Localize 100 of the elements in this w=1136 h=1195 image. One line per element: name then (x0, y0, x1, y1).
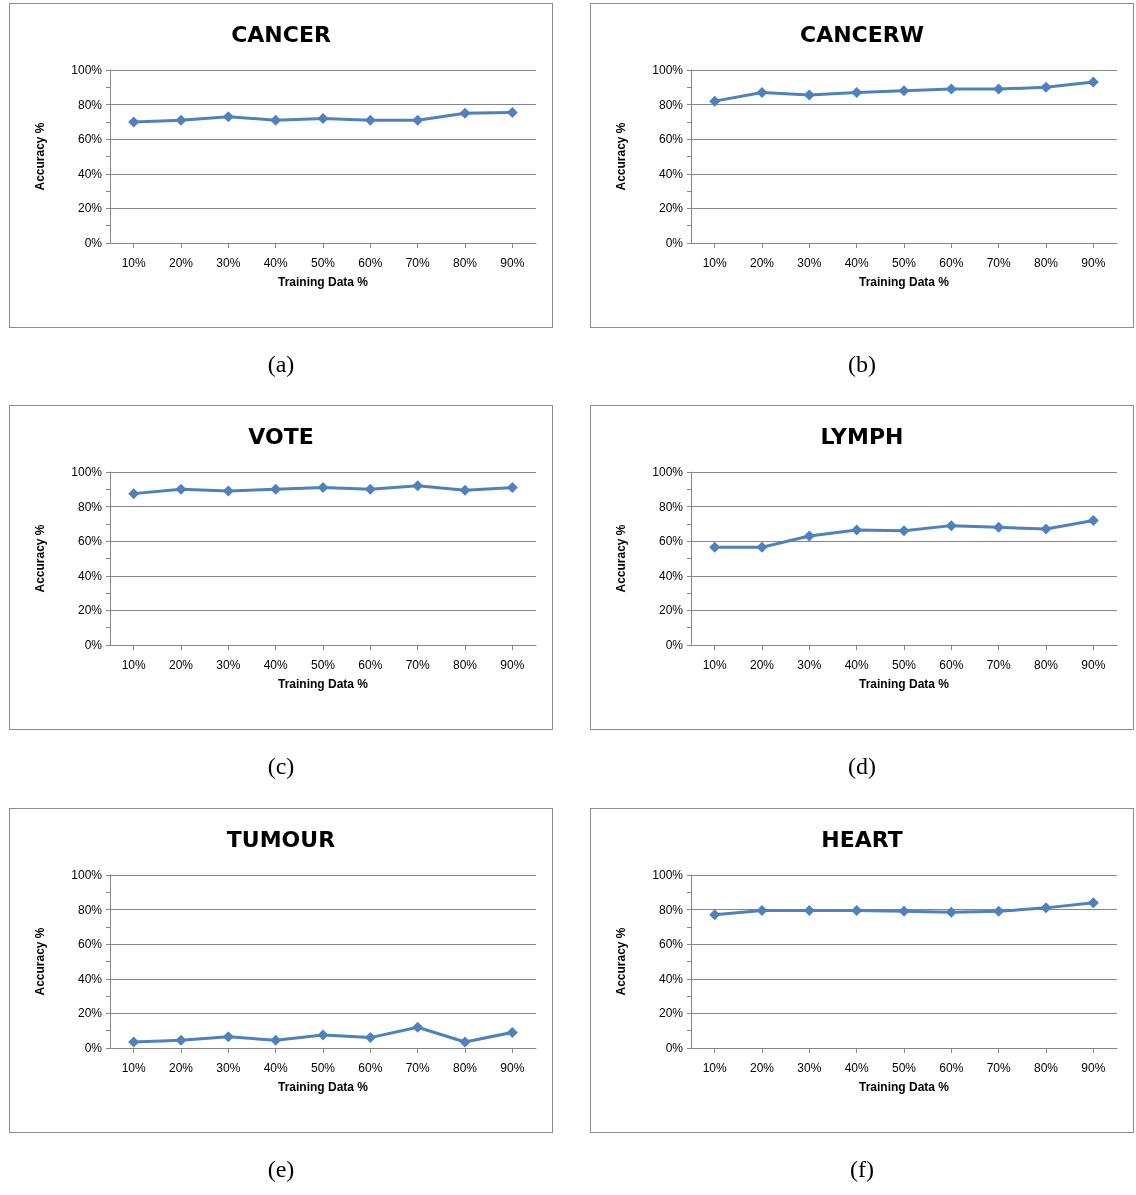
y-tick-label: 80% (77, 499, 103, 514)
point (851, 86, 863, 98)
y-tick-label: 0% (84, 1041, 103, 1055)
x-tick-label: 10% (121, 658, 146, 672)
x-tick-label: 90% (500, 1061, 525, 1075)
point (412, 480, 424, 492)
x-tick-label: 20% (749, 256, 775, 270)
y-tick-label: 0% (84, 236, 103, 250)
y-tick-label: 40% (658, 568, 684, 583)
x-tick-label: 70% (405, 1061, 430, 1075)
x-tick-label: 20% (168, 1061, 194, 1075)
y-tick-label: 60% (658, 132, 684, 147)
point (412, 114, 424, 126)
x-tick-label: 30% (797, 256, 822, 270)
x-tick-label: 60% (358, 1061, 383, 1075)
point (364, 1032, 376, 1044)
y-tick-label: 60% (77, 937, 103, 952)
point (128, 488, 140, 500)
point (506, 1026, 518, 1038)
y-tick-label: 0% (665, 1041, 684, 1055)
y-tick-label: 100% (71, 63, 103, 77)
x-tick-label: 50% (310, 658, 336, 672)
x-tick-label: 50% (891, 658, 917, 672)
y-tick-label: 60% (658, 937, 684, 952)
point (898, 525, 910, 537)
chart-title: LYMPH (820, 423, 904, 449)
x-tick-label: 20% (749, 658, 775, 672)
x-tick-label: 50% (891, 256, 917, 270)
x-tick-label: 70% (405, 256, 430, 270)
x-axis-title: Training Data % (277, 1080, 369, 1094)
x-tick-label: 70% (986, 658, 1011, 672)
y-tick-label: 80% (77, 97, 103, 112)
x-tick-label: 60% (939, 1061, 964, 1075)
y-tick-label: 20% (658, 603, 684, 618)
y-tick-label: 0% (84, 638, 103, 652)
point (270, 114, 282, 126)
point (945, 520, 957, 532)
x-tick-label: 80% (452, 1061, 478, 1075)
point (317, 482, 329, 494)
x-tick-label: 30% (797, 1061, 822, 1075)
point (317, 1029, 329, 1041)
x-tick-label: 70% (986, 1061, 1011, 1075)
point (506, 482, 518, 494)
point (709, 95, 721, 107)
y-tick-label: 100% (652, 63, 684, 77)
y-tick-label: 20% (658, 201, 684, 216)
x-tick-label: 90% (1081, 1061, 1106, 1075)
y-tick-label: 20% (77, 1006, 103, 1021)
point (270, 1034, 282, 1046)
x-tick-label: 50% (310, 1061, 336, 1075)
x-tick-label: 10% (121, 256, 146, 270)
y-tick-label: 80% (658, 97, 684, 112)
x-tick-label: 70% (986, 256, 1011, 270)
text: (b) (847, 351, 877, 378)
x-tick-label: 40% (263, 658, 288, 672)
x-tick-label: 60% (939, 256, 964, 270)
y-tick-label: 0% (665, 236, 684, 250)
x-axis-title: Training Data % (858, 275, 950, 289)
y-tick-label: 80% (77, 902, 103, 917)
y-axis-title: Accuracy % (614, 122, 628, 191)
y-tick-label: 100% (71, 465, 103, 479)
point (803, 530, 815, 542)
point (459, 107, 471, 119)
y-tick-label: 20% (658, 1006, 684, 1021)
x-tick-label: 20% (168, 658, 194, 672)
x-tick-label: 40% (844, 658, 869, 672)
chart-title: VOTE (248, 423, 314, 449)
point (459, 1036, 471, 1048)
chart-title: CANCERW (800, 21, 924, 47)
y-tick-label: 40% (658, 971, 684, 986)
x-axis-title: Training Data % (858, 1080, 950, 1094)
y-tick-label: 60% (77, 534, 103, 549)
x-tick-label: 80% (1033, 256, 1059, 270)
x-tick-label: 70% (405, 658, 430, 672)
point (756, 86, 768, 98)
x-tick-label: 30% (216, 658, 241, 672)
y-tick-label: 40% (77, 568, 103, 583)
x-tick-label: 80% (452, 256, 478, 270)
x-tick-label: 60% (358, 658, 383, 672)
y-axis-title: Accuracy % (33, 524, 47, 593)
y-axis-title: Accuracy % (614, 927, 628, 996)
y-tick-label: 40% (77, 971, 103, 986)
x-tick-label: 20% (168, 256, 194, 270)
point (270, 483, 282, 495)
y-tick-label: 60% (658, 534, 684, 549)
chart-title: HEART (821, 826, 903, 852)
y-tick-label: 20% (77, 603, 103, 618)
point (222, 1031, 234, 1043)
y-tick-label: 100% (652, 868, 684, 882)
x-axis-title: Training Data % (858, 677, 950, 691)
y-tick-label: 80% (658, 902, 684, 917)
point (317, 112, 329, 124)
chart-title: CANCER (231, 21, 331, 47)
y-tick-label: 40% (658, 166, 684, 181)
y-tick-label: 100% (652, 465, 684, 479)
x-tick-label: 30% (216, 256, 241, 270)
x-tick-label: 90% (1081, 658, 1106, 672)
point (412, 1021, 424, 1033)
x-tick-label: 80% (1033, 658, 1059, 672)
point (222, 111, 234, 123)
